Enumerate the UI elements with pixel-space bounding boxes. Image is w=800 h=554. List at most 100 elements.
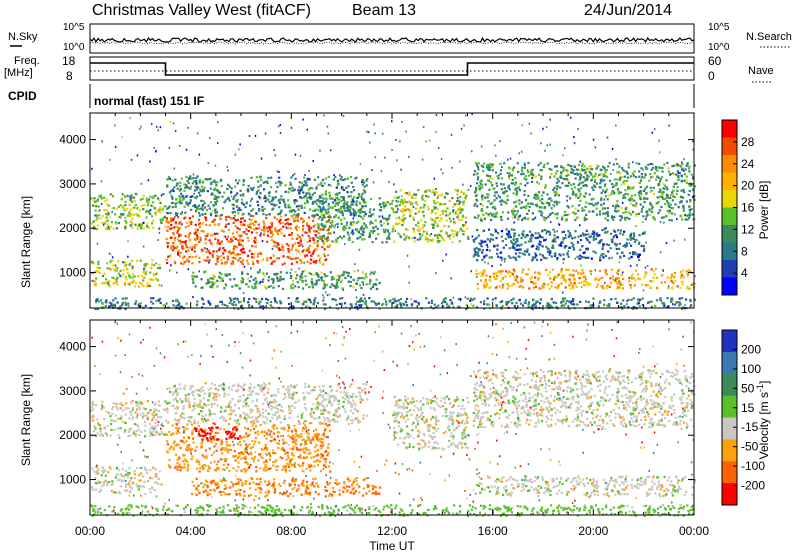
- heat-cell: [373, 229, 376, 233]
- heat-cell: [581, 194, 584, 198]
- heat-cell: [158, 208, 161, 211]
- heat-cell: [352, 221, 355, 224]
- heat-cell: [179, 185, 182, 188]
- heat-cell: [291, 186, 294, 189]
- heat-cell: [494, 277, 497, 280]
- heat-cell: [141, 204, 144, 207]
- heat-cell: [143, 263, 146, 266]
- heat-cell: [137, 275, 140, 278]
- heat-cell: [361, 206, 364, 209]
- heat-cell: [356, 307, 359, 311]
- heat-cell: [191, 248, 194, 251]
- heat-cell: [247, 184, 250, 188]
- heat-cell: [348, 207, 352, 210]
- heat-cell: [187, 260, 190, 263]
- heat-cell: [368, 231, 371, 234]
- heat-cell: [499, 301, 502, 304]
- heat-cell: [472, 255, 475, 258]
- heat-cell: [584, 192, 587, 195]
- heat-cell: [336, 223, 339, 226]
- heat-cell: [128, 195, 132, 198]
- heat-cell: [444, 297, 447, 300]
- speckle-cell: [128, 283, 131, 286]
- heat-cell: [104, 200, 107, 203]
- heat-cell: [575, 285, 578, 289]
- heat-cell: [663, 305, 666, 308]
- speckle-cell: [452, 296, 455, 299]
- heat-cell: [624, 207, 627, 211]
- heat-cell: [338, 191, 341, 195]
- velocity-plot: [90, 321, 696, 518]
- heat-cell: [395, 223, 398, 226]
- heat-cell: [436, 216, 439, 219]
- heat-cell: [632, 186, 635, 189]
- heat-cell: [520, 285, 523, 288]
- heat-cell: [306, 199, 309, 202]
- heat-cell: [199, 194, 202, 197]
- heat-cell: [377, 302, 381, 305]
- speckle-cell: [285, 226, 287, 229]
- heat-cell: [495, 286, 498, 289]
- colorbar-swatch: [722, 277, 737, 296]
- heat-cell: [252, 186, 255, 189]
- speckle-cell: [289, 272, 292, 274]
- heat-cell: [323, 273, 326, 276]
- heat-cell: [605, 273, 608, 276]
- speckle-cell: [451, 166, 453, 169]
- heat-cell: [686, 163, 689, 166]
- heat-cell: [331, 240, 334, 243]
- heat-cell: [264, 180, 267, 183]
- heat-cell: [490, 218, 493, 222]
- heat-cell: [140, 222, 143, 225]
- heat-cell: [119, 204, 122, 207]
- speckle-cell: [274, 154, 277, 157]
- heat-cell: [242, 299, 246, 303]
- heat-cell: [179, 221, 182, 224]
- heat-cell: [339, 208, 343, 211]
- heat-cell: [475, 162, 478, 165]
- heat-cell: [192, 204, 195, 207]
- heat-cell: [225, 238, 228, 241]
- heat-cell: [271, 224, 274, 227]
- heat-cell: [452, 209, 455, 212]
- speckle-cell: [217, 142, 219, 144]
- heat-cell: [268, 213, 271, 216]
- heat-cell: [98, 271, 101, 274]
- heat-cell: [669, 173, 672, 176]
- heat-cell: [632, 251, 635, 254]
- heat-cell: [575, 269, 578, 273]
- nsearch-trace: [89, 41, 695, 45]
- heat-cell: [631, 210, 635, 214]
- heat-cell: [665, 193, 669, 196]
- heat-cell: [318, 195, 322, 198]
- heat-cell: [614, 280, 617, 283]
- heat-cell: [137, 285, 140, 288]
- heat-cell: [103, 196, 106, 199]
- heat-cell: [166, 229, 169, 232]
- noise-left-tick-top: 10^5: [63, 22, 85, 33]
- speckle-cell: [563, 304, 566, 307]
- heat-cell: [410, 195, 414, 198]
- heat-cell: [206, 259, 209, 262]
- heat-cell: [512, 213, 515, 216]
- speckle-cell: [96, 242, 99, 245]
- heat-cell: [103, 272, 106, 275]
- heat-cell: [262, 220, 265, 223]
- heat-cell: [162, 216, 165, 220]
- heat-cell: [527, 217, 530, 220]
- heat-cell: [598, 269, 602, 273]
- heat-cell: [251, 222, 254, 225]
- heat-cell: [327, 183, 330, 186]
- heat-cell: [204, 212, 207, 215]
- heat-cell: [526, 273, 529, 276]
- heat-cell: [549, 251, 552, 254]
- heat-cell: [374, 302, 377, 305]
- heat-cell: [295, 277, 298, 280]
- heat-cell: [117, 417, 120, 420]
- heat-cell: [114, 213, 117, 216]
- heat-cell: [625, 242, 628, 245]
- heat-cell: [382, 201, 385, 204]
- speckle-cell: [615, 158, 617, 161]
- heat-cell: [522, 172, 525, 176]
- heat-cell: [496, 244, 499, 247]
